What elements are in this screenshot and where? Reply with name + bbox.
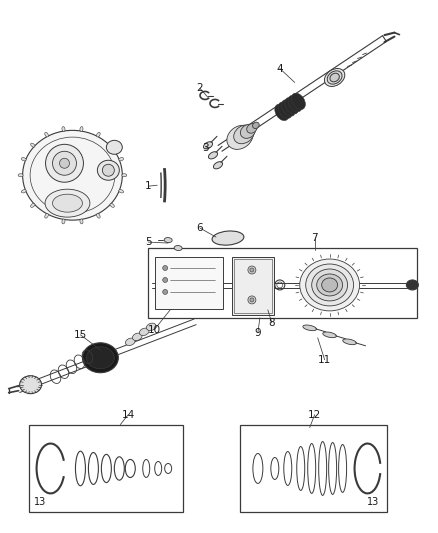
Ellipse shape bbox=[119, 158, 124, 161]
Ellipse shape bbox=[204, 142, 212, 149]
Ellipse shape bbox=[285, 98, 299, 114]
Text: 1: 1 bbox=[145, 181, 152, 191]
Ellipse shape bbox=[325, 69, 345, 86]
Ellipse shape bbox=[102, 164, 114, 176]
Ellipse shape bbox=[234, 125, 254, 144]
Text: 2: 2 bbox=[197, 84, 203, 93]
Ellipse shape bbox=[31, 143, 35, 147]
Ellipse shape bbox=[250, 268, 254, 272]
Ellipse shape bbox=[45, 132, 48, 137]
Ellipse shape bbox=[21, 158, 26, 161]
Bar bbox=[234, 259, 272, 313]
Ellipse shape bbox=[162, 265, 168, 270]
Ellipse shape bbox=[80, 219, 83, 224]
Ellipse shape bbox=[162, 278, 168, 282]
Ellipse shape bbox=[97, 160, 119, 180]
Text: 14: 14 bbox=[122, 410, 135, 419]
Ellipse shape bbox=[327, 71, 342, 84]
Ellipse shape bbox=[317, 274, 343, 296]
Bar bbox=[28, 425, 183, 512]
Ellipse shape bbox=[248, 296, 256, 304]
Ellipse shape bbox=[248, 266, 256, 274]
Text: 11: 11 bbox=[318, 355, 331, 365]
Ellipse shape bbox=[278, 102, 292, 118]
Ellipse shape bbox=[45, 189, 90, 217]
Ellipse shape bbox=[162, 289, 168, 294]
Ellipse shape bbox=[31, 204, 35, 207]
Text: 6: 6 bbox=[197, 223, 203, 233]
Ellipse shape bbox=[323, 332, 336, 338]
Ellipse shape bbox=[282, 100, 296, 116]
Text: 5: 5 bbox=[145, 237, 152, 247]
Text: 4: 4 bbox=[276, 63, 283, 74]
Ellipse shape bbox=[406, 280, 418, 290]
Ellipse shape bbox=[139, 328, 149, 336]
Ellipse shape bbox=[62, 127, 65, 132]
Ellipse shape bbox=[80, 127, 83, 132]
Ellipse shape bbox=[20, 376, 42, 394]
Ellipse shape bbox=[343, 339, 357, 345]
Ellipse shape bbox=[125, 338, 135, 345]
Ellipse shape bbox=[110, 143, 114, 147]
Ellipse shape bbox=[23, 131, 122, 220]
Ellipse shape bbox=[227, 125, 253, 149]
Ellipse shape bbox=[330, 73, 339, 82]
Ellipse shape bbox=[212, 231, 244, 245]
Text: 12: 12 bbox=[308, 410, 321, 419]
Ellipse shape bbox=[164, 238, 172, 243]
Bar bbox=[155, 257, 223, 309]
Ellipse shape bbox=[60, 158, 70, 168]
Text: 8: 8 bbox=[268, 318, 275, 328]
Ellipse shape bbox=[306, 264, 353, 306]
Ellipse shape bbox=[321, 278, 338, 292]
Ellipse shape bbox=[208, 152, 218, 159]
Ellipse shape bbox=[275, 104, 289, 120]
Ellipse shape bbox=[86, 347, 114, 369]
Bar bbox=[240, 425, 388, 512]
Text: 7: 7 bbox=[311, 233, 318, 243]
Ellipse shape bbox=[303, 325, 317, 330]
Ellipse shape bbox=[119, 190, 124, 193]
Ellipse shape bbox=[106, 140, 122, 154]
Text: 9: 9 bbox=[254, 328, 261, 338]
Ellipse shape bbox=[97, 132, 100, 137]
Ellipse shape bbox=[312, 269, 348, 301]
Ellipse shape bbox=[250, 298, 254, 302]
Ellipse shape bbox=[82, 343, 118, 373]
Text: 15: 15 bbox=[74, 330, 87, 340]
Ellipse shape bbox=[122, 174, 127, 177]
Bar bbox=[232, 257, 274, 315]
Ellipse shape bbox=[174, 246, 182, 251]
Ellipse shape bbox=[288, 95, 302, 112]
Ellipse shape bbox=[247, 124, 257, 133]
Ellipse shape bbox=[300, 259, 360, 311]
Ellipse shape bbox=[53, 151, 77, 175]
Ellipse shape bbox=[213, 161, 223, 169]
Text: 3: 3 bbox=[202, 143, 208, 154]
Text: 13: 13 bbox=[35, 497, 47, 507]
Ellipse shape bbox=[46, 144, 83, 182]
Ellipse shape bbox=[45, 214, 48, 218]
Ellipse shape bbox=[110, 204, 114, 207]
Ellipse shape bbox=[97, 214, 100, 218]
Ellipse shape bbox=[53, 194, 82, 212]
Ellipse shape bbox=[253, 122, 259, 128]
Text: 13: 13 bbox=[367, 497, 380, 507]
Ellipse shape bbox=[62, 219, 65, 224]
Ellipse shape bbox=[291, 93, 305, 110]
Ellipse shape bbox=[240, 124, 255, 139]
Ellipse shape bbox=[146, 323, 156, 330]
Ellipse shape bbox=[18, 174, 23, 177]
Text: 10: 10 bbox=[148, 325, 161, 335]
Ellipse shape bbox=[132, 333, 142, 341]
Ellipse shape bbox=[21, 190, 26, 193]
